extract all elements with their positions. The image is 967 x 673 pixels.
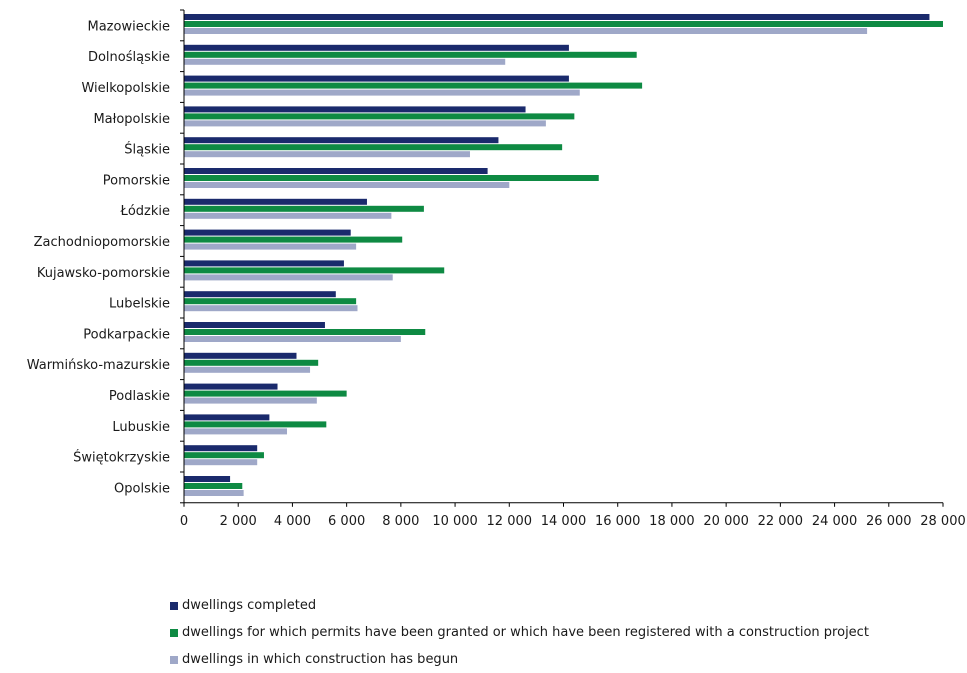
- bar-completed: [184, 352, 297, 359]
- x-tick-label: 8 000: [382, 514, 419, 529]
- bar-permits: [184, 21, 943, 27]
- bar-chart: Mazowieckie Dolnośląskie Wielkopolskie Mało…: [27, 9, 966, 529]
- legend-item-permits: dwellings for which permits have been gr…: [170, 619, 869, 646]
- bar-completed: [184, 291, 336, 298]
- category-label: Lubuskie: [112, 420, 170, 435]
- bar-permits: [184, 359, 319, 366]
- x-tick-label: 24 000: [812, 514, 858, 529]
- category-label: Podkarpackie: [83, 327, 170, 342]
- legend-item-begun: dwellings in which construction has begu…: [170, 646, 869, 673]
- category-label: Małopolskie: [93, 112, 170, 127]
- bar-permits: [184, 329, 426, 335]
- bar-completed: [184, 168, 488, 174]
- category-label: Łódzkie: [120, 204, 170, 219]
- bar-begun: [184, 28, 868, 34]
- category-label: Wielkopolskie: [81, 81, 170, 96]
- bar-begun: [184, 243, 357, 250]
- x-tick-label: 14 000: [541, 514, 587, 529]
- category-label: Mazowieckie: [88, 19, 171, 34]
- bar-permits: [184, 82, 643, 89]
- x-tick-label: 2 000: [220, 514, 257, 529]
- legend-label-permits: dwellings for which permits have been gr…: [182, 625, 869, 640]
- x-tick-label: 26 000: [866, 514, 912, 529]
- legend-swatch-permits: [170, 628, 178, 637]
- bar-completed: [184, 383, 278, 390]
- bar-begun: [184, 274, 393, 281]
- bar-begun: [184, 336, 401, 342]
- category-label: Lubelskie: [109, 297, 170, 312]
- category-label: Podlaskie: [109, 389, 170, 404]
- bar-permits: [184, 51, 637, 58]
- bar-begun: [184, 459, 258, 466]
- bar-permits: [184, 175, 599, 181]
- bar-permits: [184, 236, 403, 243]
- category-label: Kujawsko-pomorskie: [37, 266, 170, 281]
- category-label: Śląskie: [124, 142, 170, 158]
- x-tick-label: 10 000: [432, 514, 478, 529]
- bar-permits: [184, 267, 445, 274]
- x-tick-label: 28 000: [920, 514, 966, 529]
- bar-begun: [184, 182, 510, 188]
- chart-legend: dwellings completed dwellings for which …: [170, 592, 869, 673]
- bar-begun: [184, 89, 580, 96]
- category-label: Dolnośląskie: [88, 50, 170, 65]
- bar-permits: [184, 113, 575, 120]
- x-tick-label: 16 000: [595, 514, 641, 529]
- category-label: Opolskie: [114, 481, 170, 496]
- bar-begun: [184, 58, 506, 65]
- bar-completed: [184, 137, 499, 144]
- bar-permits: [184, 205, 424, 212]
- bar-completed: [184, 106, 526, 113]
- x-tick-label: 4 000: [274, 514, 311, 529]
- x-tick-label: 0: [180, 514, 188, 529]
- bar-completed: [184, 14, 930, 20]
- bar-begun: [184, 151, 470, 158]
- bar-completed: [184, 476, 231, 482]
- x-tick-label: 18 000: [649, 514, 695, 529]
- bar-completed: [184, 260, 344, 267]
- category-label: Zachodniopomorskie: [34, 235, 170, 250]
- bar-completed: [184, 229, 351, 236]
- bar-completed: [184, 75, 569, 82]
- x-tick-label: 20 000: [703, 514, 749, 529]
- bar-completed: [184, 414, 270, 421]
- bar-completed: [184, 44, 569, 51]
- legend-swatch-begun: [170, 655, 178, 664]
- x-tick-label: 12 000: [487, 514, 533, 529]
- legend-swatch-completed: [170, 601, 178, 610]
- bar-permits: [184, 421, 327, 428]
- bar-begun: [184, 490, 244, 496]
- x-tick-label: 22 000: [758, 514, 804, 529]
- bar-permits: [184, 390, 347, 397]
- bar-begun: [184, 212, 392, 219]
- bar-begun: [184, 428, 288, 435]
- bar-permits: [184, 483, 243, 489]
- bar-begun: [184, 120, 546, 127]
- bar-permits: [184, 144, 563, 151]
- category-label: Pomorskie: [103, 173, 170, 188]
- bar-begun: [184, 305, 358, 312]
- bar-begun: [184, 397, 317, 404]
- bar-permits: [184, 452, 264, 459]
- legend-label-begun: dwellings in which construction has begu…: [182, 652, 459, 667]
- bar-completed: [184, 198, 367, 205]
- x-tick-label: 6 000: [328, 514, 365, 529]
- category-label: Świętokrzyskie: [73, 450, 170, 466]
- bar-begun: [184, 366, 311, 373]
- bar-completed: [184, 322, 325, 328]
- category-label: Warmińsko-mazurskie: [27, 358, 170, 373]
- bar-completed: [184, 445, 258, 452]
- legend-label-completed: dwellings completed: [182, 598, 317, 613]
- legend-item-completed: dwellings completed: [170, 592, 869, 619]
- bar-permits: [184, 298, 357, 305]
